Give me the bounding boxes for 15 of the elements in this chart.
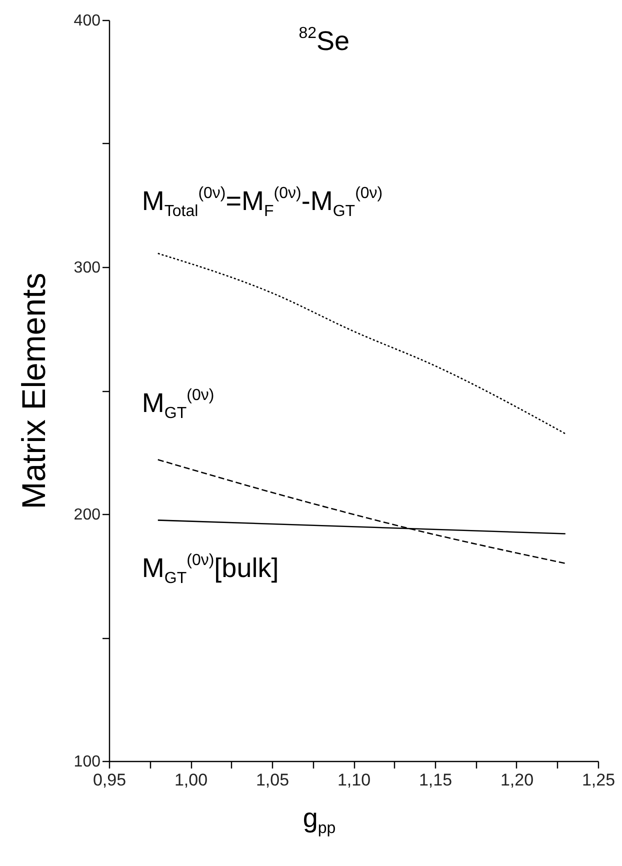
series-label: M$_{GT}$$^{(0ν)}$[bulk] bbox=[142, 552, 279, 588]
y-tick-label: 100 bbox=[74, 754, 101, 770]
x-tick-label: 1,20 bbox=[500, 770, 534, 790]
y-tick-label: 400 bbox=[74, 12, 101, 30]
y-tick-label: 200 bbox=[74, 506, 101, 524]
x-tick-label: 0,95 bbox=[92, 770, 126, 790]
chart-title: $^{82}$Se bbox=[298, 25, 350, 56]
x-tick-label: 1,00 bbox=[174, 770, 208, 790]
x-tick-label: 1,05 bbox=[256, 770, 290, 790]
x-tick-label: 1,25 bbox=[582, 770, 616, 790]
x-tick-label: 1,15 bbox=[418, 770, 452, 790]
x-tick-label: 1,10 bbox=[337, 770, 371, 790]
x-axis-title: g$_{pp}$ bbox=[302, 803, 336, 837]
y-tick-label: 300 bbox=[74, 260, 101, 276]
y-axis-title: Matrix Elements bbox=[14, 272, 52, 510]
